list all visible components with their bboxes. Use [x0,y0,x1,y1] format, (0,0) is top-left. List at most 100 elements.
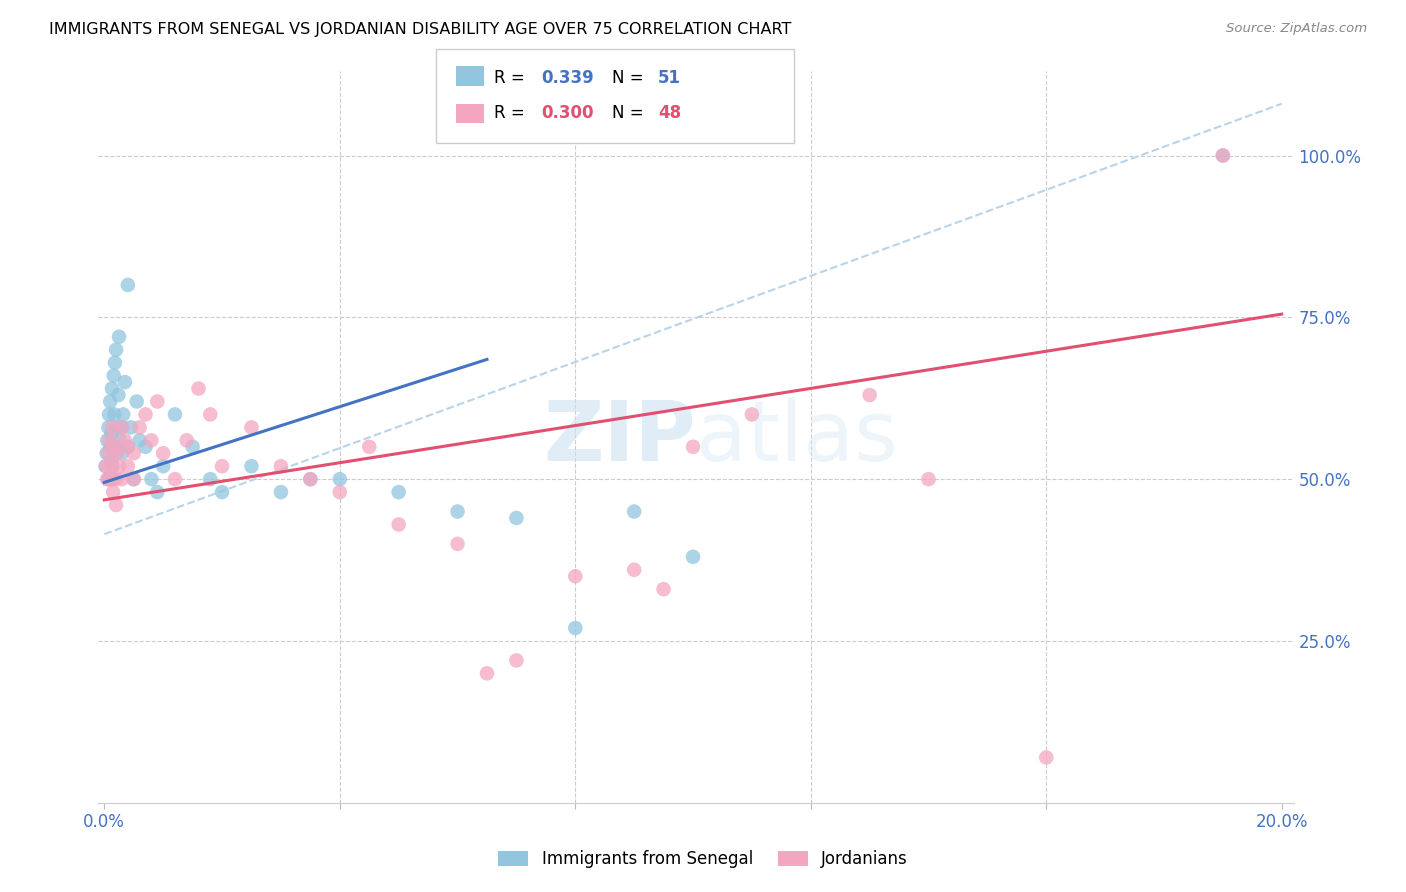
Point [108,330,131,344]
Point [105,420,128,434]
Text: R =: R = [494,104,524,122]
Point [270,485,292,500]
Point [100,426,122,441]
Point [122,472,145,486]
Point [103,440,125,454]
Point [1212,148,1234,162]
Point [122,446,145,460]
Point [146,394,169,409]
Point [108,459,131,474]
Point [623,563,645,577]
Text: ZIP: ZIP [544,397,696,477]
Point [128,434,150,448]
Text: 0.300: 0.300 [541,104,593,122]
Point [134,440,156,454]
Point [388,517,411,532]
Point [97,446,120,460]
Text: 0.339: 0.339 [541,69,595,87]
Point [475,666,498,681]
Point [96,472,118,486]
Point [187,382,209,396]
Point [98,434,121,448]
Point [98,440,121,454]
Point [299,472,322,486]
Point [117,440,139,454]
Point [105,472,128,486]
Text: 51: 51 [658,69,681,87]
Point [96,446,118,460]
Point [108,434,131,448]
Point [100,452,122,467]
Point [114,434,136,448]
Point [97,420,120,434]
Point [103,368,125,383]
Point [163,408,186,422]
Point [101,420,124,434]
Point [111,446,134,460]
Point [94,459,117,474]
Point [101,382,124,396]
Point [211,459,233,474]
Point [176,434,198,448]
Point [104,356,127,370]
Point [329,485,352,500]
Point [111,420,134,434]
Point [122,472,145,486]
Point [446,537,468,551]
Point [105,343,128,357]
Point [96,434,118,448]
Point [564,569,586,583]
Text: atlas: atlas [696,397,897,477]
Point [200,408,222,422]
Point [103,408,125,422]
Point [682,440,704,454]
Point [111,420,134,434]
Point [98,394,121,409]
Point [1035,750,1057,764]
Point [446,504,468,518]
Legend: Immigrants from Senegal, Jordanians: Immigrants from Senegal, Jordanians [492,844,914,875]
Point [741,408,763,422]
Point [152,459,174,474]
Point [505,653,527,667]
Point [111,472,134,486]
Point [101,472,124,486]
Point [105,440,128,454]
Point [270,459,292,474]
Text: Source: ZipAtlas.com: Source: ZipAtlas.com [1226,22,1367,36]
Point [101,459,124,474]
Point [1212,148,1234,162]
Point [125,394,148,409]
Point [146,485,169,500]
Point [134,408,156,422]
Point [211,485,233,500]
Point [120,420,142,434]
Point [105,498,128,512]
Text: IMMIGRANTS FROM SENEGAL VS JORDANIAN DISABILITY AGE OVER 75 CORRELATION CHART: IMMIGRANTS FROM SENEGAL VS JORDANIAN DIS… [49,22,792,37]
Point [240,420,263,434]
Point [97,472,120,486]
Point [101,485,124,500]
Point [117,277,139,292]
Point [141,472,163,486]
Text: 48: 48 [658,104,681,122]
Point [100,459,122,474]
Point [359,440,381,454]
Point [163,472,186,486]
Point [329,472,352,486]
Point [623,504,645,518]
Point [181,440,204,454]
Point [105,446,128,460]
Point [98,408,121,422]
Point [682,549,704,564]
Point [388,485,411,500]
Text: N =: N = [612,69,643,87]
Point [152,446,174,460]
Point [859,388,882,402]
Point [128,420,150,434]
Point [117,459,139,474]
Point [141,434,163,448]
Text: N =: N = [612,104,643,122]
Point [240,459,263,474]
Point [299,472,322,486]
